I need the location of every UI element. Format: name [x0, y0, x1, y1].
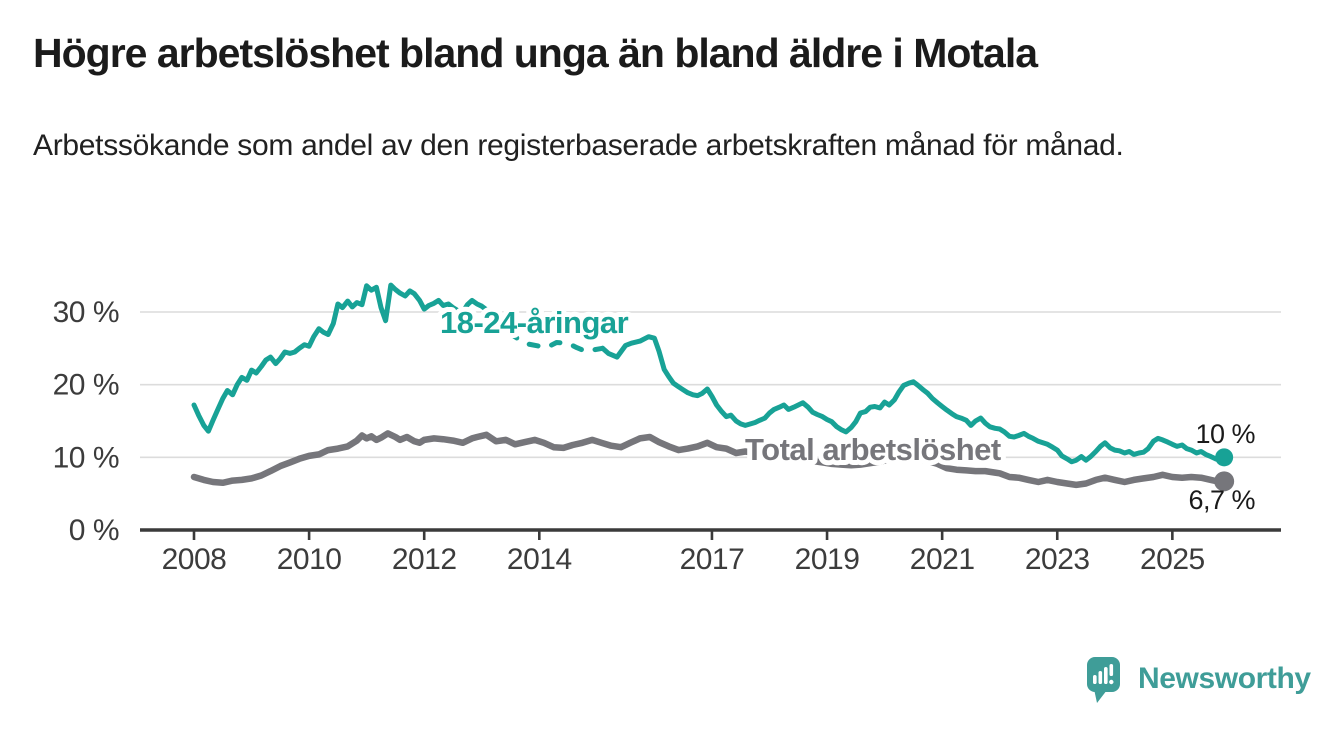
series-line-18-24-seg0 — [191, 282, 496, 434]
chart-title: Högre arbetslöshet bland unga än bland ä… — [33, 30, 1038, 76]
end-value-label-total: 6,7 % — [1188, 485, 1255, 515]
logo-exclamation-dot — [1109, 679, 1114, 685]
x-tick-label: 2019 — [795, 543, 860, 576]
y-tick-label: 10 % — [53, 441, 119, 474]
x-tick-label: 2012 — [392, 543, 457, 576]
x-tick-label: 2021 — [910, 543, 975, 576]
end-value-label-18-24: 10 % — [1195, 419, 1255, 449]
newsworthy-logo-icon — [1087, 657, 1120, 703]
series-line-total-seg0 — [190, 430, 1228, 489]
logo-bar-3 — [1104, 667, 1108, 684]
logo-bar-1 — [1093, 675, 1097, 684]
x-tick-label: 2017 — [680, 543, 745, 576]
newsworthy-logo: Newsworthy — [1086, 656, 1311, 708]
newsworthy-wordmark: Newsworthy — [1138, 662, 1311, 695]
series-line-18-24-seg2 — [600, 334, 1227, 465]
logo-bar-2 — [1098, 671, 1103, 684]
y-tick-label: 0 % — [69, 514, 119, 547]
chart-subtitle: Arbetssökande som andel av den registerb… — [33, 129, 1124, 162]
x-tick-label: 2023 — [1025, 543, 1090, 576]
series-label-total: Total arbetslöshet — [745, 432, 1001, 467]
series-end-dot-18-24 — [1215, 448, 1234, 467]
x-tick-label: 2010 — [277, 543, 342, 576]
x-tick-label: 2025 — [1140, 543, 1205, 576]
x-tick-label: 2008 — [162, 543, 227, 576]
x-tick-label: 2014 — [507, 543, 572, 576]
y-tick-label: 20 % — [53, 369, 119, 402]
series-line-18-24-seg1 — [490, 313, 606, 354]
series-label-18-24: 18-24-åringar — [440, 305, 629, 340]
logo-exclamation-bar — [1109, 664, 1114, 676]
y-tick-label: 30 % — [53, 296, 119, 329]
series-end-dot-total — [1214, 471, 1235, 492]
